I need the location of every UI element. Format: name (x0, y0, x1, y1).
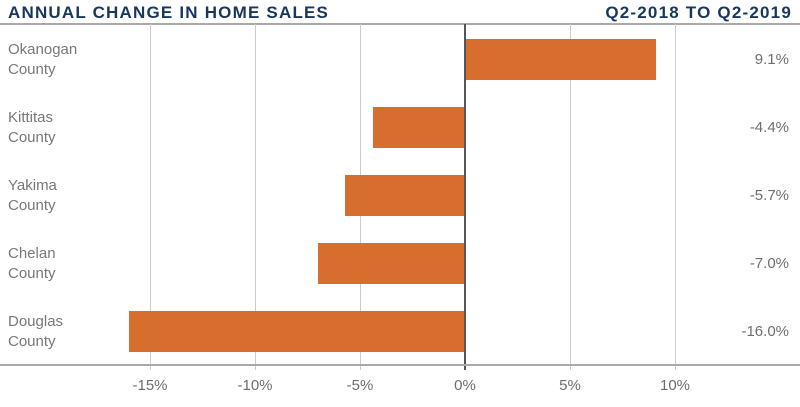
x-tick-label: 5% (559, 377, 581, 394)
value-label: -5.7% (749, 187, 789, 204)
gridline (675, 24, 676, 370)
value-label: -16.0% (741, 323, 789, 340)
chart-title: ANNUAL CHANGE IN HOME SALES (8, 3, 330, 22)
value-label: -4.4% (749, 119, 789, 136)
category-label-line1: Kittitas (8, 109, 54, 126)
value-label: -7.0% (749, 255, 789, 272)
category-label-line1: Chelan (8, 245, 56, 262)
bar-okanogan-county (465, 39, 657, 80)
category-label: Okanogan County (8, 40, 138, 80)
category-label-line2: County (8, 265, 56, 282)
category-label: Kittitas County (8, 108, 138, 148)
x-tick-label: -5% (346, 377, 374, 394)
bar-kittitas-county (372, 107, 465, 148)
bar-douglas-county (129, 311, 465, 352)
x-tick-label: 10% (659, 377, 691, 394)
value-label: 9.1% (754, 51, 789, 68)
category-label-line1: Yakima (8, 177, 57, 194)
category-label-line2: County (8, 333, 56, 350)
bar-chelan-county (318, 243, 465, 284)
bar-yakima-county (345, 175, 465, 216)
category-label-line2: County (8, 129, 56, 146)
zero-axis-line (464, 24, 466, 370)
category-label: Douglas County (8, 312, 138, 352)
x-tick-label: 0% (454, 377, 476, 394)
category-label: Yakima County (8, 176, 138, 216)
header-divider-line (0, 23, 800, 25)
category-label-line2: County (8, 197, 56, 214)
chart-period: Q2-2018 TO Q2-2019 (605, 3, 792, 22)
gridline (150, 24, 151, 370)
gridline (570, 24, 571, 370)
category-label-line2: County (8, 61, 56, 78)
x-axis-line (0, 364, 800, 366)
category-label-line1: Douglas (8, 313, 64, 330)
category-label-line1: Okanogan (8, 41, 78, 58)
x-tick-label: -10% (237, 377, 273, 394)
x-tick-label: -15% (132, 377, 168, 394)
category-label: Chelan County (8, 244, 138, 284)
gridline (255, 24, 256, 370)
